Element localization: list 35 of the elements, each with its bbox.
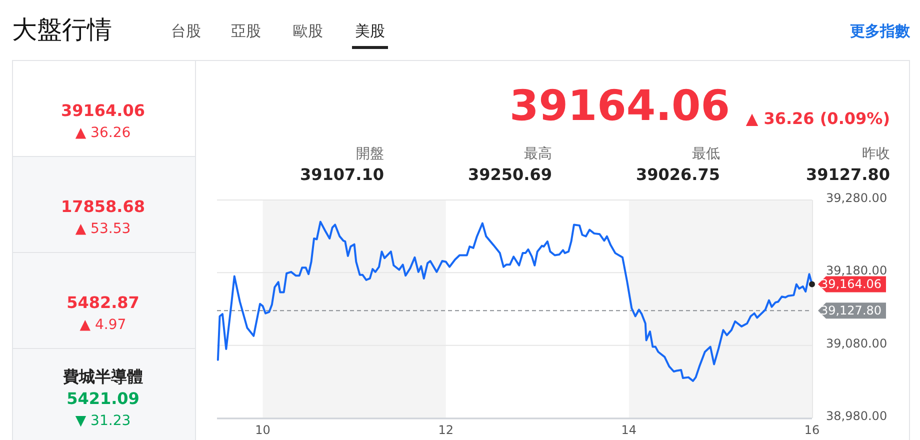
chart-title: 大盤行情 <box>12 15 112 44</box>
text: ▲ 53.53 <box>75 221 131 237</box>
text: 39250.69 <box>468 165 552 184</box>
text: 開盤 <box>356 146 384 162</box>
text: 費城半導體 <box>62 367 143 386</box>
text: 5482.87 <box>66 293 140 312</box>
text: 昨收 <box>862 146 890 162</box>
text: 39127.80 <box>806 165 890 184</box>
y-tick-label: 38,980.00 <box>826 409 888 423</box>
text: 最低 <box>692 146 720 162</box>
text: ▲ 4.97 <box>80 317 126 333</box>
x-tick-label: 14 <box>621 423 637 437</box>
text: 5421.09 <box>66 389 140 408</box>
y-tick-label: 39,180.00 <box>826 264 888 278</box>
text: ▲ 36.26 <box>75 125 131 141</box>
text: 39026.75 <box>636 165 720 184</box>
text: 最高 <box>524 146 552 162</box>
x-tick-label: 10 <box>255 423 270 437</box>
text: 39107.10 <box>300 165 384 184</box>
text: 39164.06 <box>509 81 730 130</box>
text: 台股 <box>171 22 201 40</box>
y-tick-label: 39,080.00 <box>826 336 888 350</box>
text: ▲ 36.26 (0.09%) <box>746 109 890 128</box>
text: 更多指數 <box>850 22 911 40</box>
text: 17858.68 <box>60 197 146 216</box>
x-tick-label: 12 <box>438 423 454 437</box>
x-tick-label: 16 <box>804 423 820 437</box>
text: ▼ 31.23 <box>75 413 131 429</box>
y-tick-label: 39,280.00 <box>826 191 888 205</box>
annotation: 39,164.06 <box>820 277 882 292</box>
text: 歐股 <box>293 22 323 40</box>
text: 亞股 <box>231 22 261 40</box>
text: 39164.06 <box>60 101 146 120</box>
ref-line-label: 39,127.80 <box>820 304 882 318</box>
text: 美股 <box>355 22 385 40</box>
